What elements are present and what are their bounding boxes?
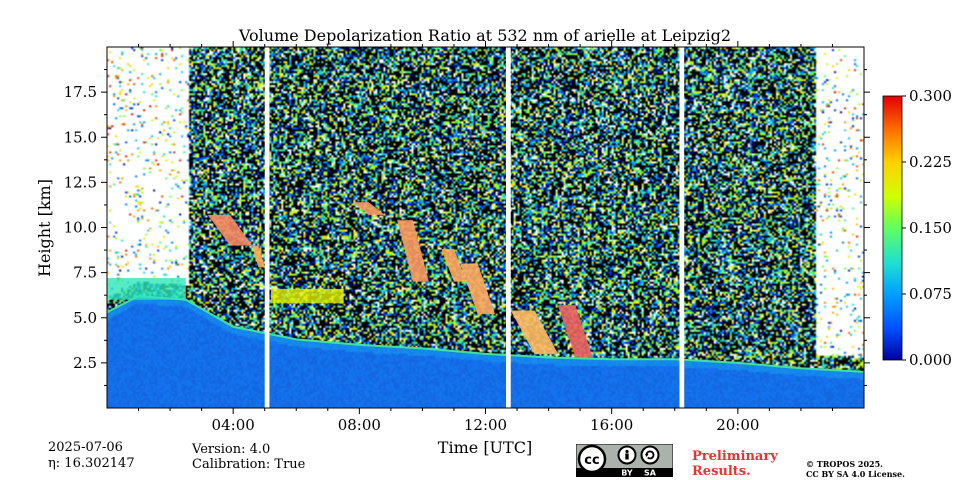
footer-info-mid: Version: 4.0 Calibration: True bbox=[192, 442, 305, 472]
cirrus-feature-highlight bbox=[397, 220, 429, 282]
x-axis-label: Time [UTC] bbox=[438, 438, 532, 457]
colorbar-tick-label: 0.075 bbox=[909, 285, 952, 303]
feature-layers bbox=[107, 202, 864, 408]
cc-icon bbox=[577, 444, 607, 474]
preliminary-notice: Preliminary Results. bbox=[692, 449, 778, 479]
preliminary-line-2: Results. bbox=[692, 464, 751, 479]
colorbar-tick-label: 0.300 bbox=[909, 87, 952, 105]
footer-date: 2025-07-06 bbox=[48, 440, 123, 455]
aerosol-layer bbox=[107, 278, 186, 300]
boundary-layer-top-line bbox=[107, 295, 864, 373]
cirrus-feature-highlight bbox=[441, 249, 467, 282]
x-tick-label: 12:00 bbox=[464, 416, 507, 434]
plot-area bbox=[107, 47, 864, 408]
cirrus-feature-highlight bbox=[353, 202, 385, 215]
cirrus-feature-highlight bbox=[558, 305, 593, 358]
license-line-2: CC BY SA 4.0 License. bbox=[806, 469, 905, 479]
y-tick-label: 5.0 bbox=[73, 309, 97, 327]
preliminary-line-1: Preliminary bbox=[692, 449, 778, 464]
sa-text: SA bbox=[644, 469, 657, 478]
cc-by-sa-badge: cc BY SA bbox=[576, 444, 673, 477]
colorbar-axis: 0.000 0.075 0.150 0.225 0.300 bbox=[902, 87, 952, 369]
boundary-layer-area bbox=[107, 296, 864, 408]
cc-icon-label: cc bbox=[584, 453, 599, 468]
footer-calibration: Calibration: True bbox=[192, 457, 306, 472]
x-tick-label: 04:00 bbox=[212, 416, 255, 434]
y-axis: 2.5 5.0 7.5 10.0 12.5 15.0 17.5 bbox=[64, 69, 870, 386]
cirrus-feature-highlight bbox=[207, 214, 253, 246]
cirrus-feature bbox=[441, 249, 467, 282]
cirrus-feature bbox=[252, 245, 265, 268]
x-axis: 04:00 08:00 12:00 16:00 20:00 bbox=[138, 41, 833, 434]
cirrus-feature bbox=[510, 310, 559, 354]
y-tick-label: 15.0 bbox=[64, 128, 97, 146]
footer-version: Version: 4.0 bbox=[192, 442, 271, 457]
footer-eta: η: 16.302147 bbox=[48, 456, 135, 471]
data-gap bbox=[264, 47, 270, 408]
y-axis-label: Height [km] bbox=[35, 179, 54, 277]
cirrus-feature bbox=[397, 220, 429, 282]
cirrus-feature-highlight bbox=[252, 245, 265, 268]
cirrus-feature bbox=[353, 202, 385, 215]
footer-info-left: 2025-07-06 η: 16.302147 bbox=[48, 440, 135, 472]
colorbar-tick-label: 0.000 bbox=[909, 351, 952, 369]
data-gap bbox=[679, 47, 685, 408]
cirrus-feature-highlight bbox=[460, 263, 495, 315]
by-text: BY bbox=[621, 469, 633, 478]
y-tick-label: 2.5 bbox=[73, 354, 97, 372]
license-notice: © TROPOS 2025. CC BY SA 4.0 License. bbox=[806, 459, 905, 479]
cirrus-feature bbox=[460, 263, 495, 315]
license-line-1: © TROPOS 2025. bbox=[806, 459, 883, 469]
chart-title: Volume Depolarization Ratio at 532 nm of… bbox=[238, 26, 731, 45]
y-tick-label: 17.5 bbox=[64, 83, 97, 101]
y-tick-label: 12.5 bbox=[64, 173, 97, 191]
x-tick-label: 08:00 bbox=[338, 416, 381, 434]
sa-icon bbox=[640, 445, 660, 465]
colorbar-tick-label: 0.225 bbox=[909, 153, 952, 171]
cirrus-feature bbox=[207, 214, 253, 246]
colorbar-tick-label: 0.150 bbox=[909, 219, 952, 237]
y-tick-label: 10.0 bbox=[64, 219, 97, 237]
y-tick-label: 7.5 bbox=[73, 264, 97, 282]
cirrus-feature-highlight bbox=[510, 310, 559, 354]
aerosol-layer bbox=[271, 288, 344, 304]
cirrus-feature bbox=[558, 305, 593, 358]
x-tick-label: 16:00 bbox=[590, 416, 633, 434]
x-tick-label: 20:00 bbox=[716, 416, 759, 434]
data-gap bbox=[506, 47, 511, 408]
colorbar bbox=[882, 95, 903, 361]
data-gaps bbox=[264, 47, 685, 408]
